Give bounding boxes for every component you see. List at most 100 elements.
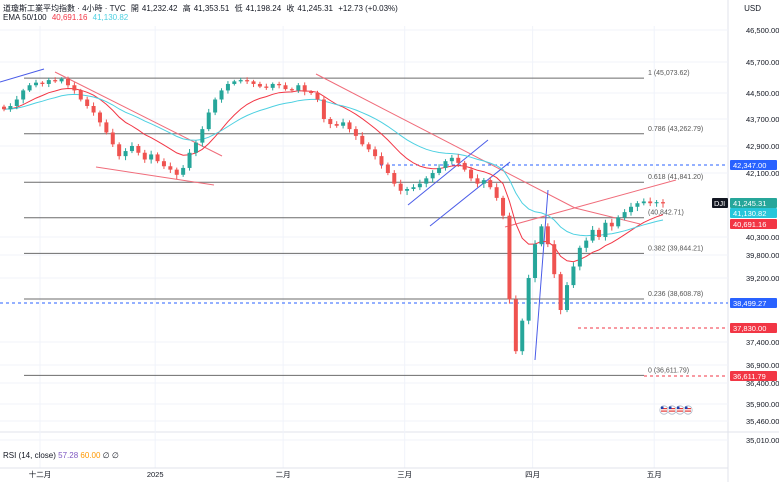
candle-body xyxy=(53,80,58,82)
trend-line xyxy=(429,161,511,227)
candlestick-series[interactable] xyxy=(2,76,665,355)
trend-line xyxy=(534,189,549,361)
economic-events-icons[interactable] xyxy=(659,405,693,415)
candle-body xyxy=(40,82,45,84)
rsi-ma-value: 60.00 xyxy=(80,451,101,460)
high-label: 高 xyxy=(182,4,191,13)
candle-body xyxy=(360,135,365,145)
price-tick-label: 39,200.00 xyxy=(746,274,779,283)
candle-body xyxy=(245,80,250,82)
price-badge-text: 41,130.82 xyxy=(733,209,766,218)
candle-body xyxy=(501,197,506,216)
candle-body xyxy=(513,299,518,352)
candle-body xyxy=(27,85,32,91)
price-tick-label: 44,500.00 xyxy=(746,89,779,98)
candle-body xyxy=(168,166,173,170)
candle-body xyxy=(609,222,614,227)
candle-body xyxy=(462,162,467,170)
price-tick-label: 42,900.00 xyxy=(746,142,779,151)
candle-body xyxy=(193,142,198,153)
candle-body xyxy=(405,189,410,191)
candle-body xyxy=(641,201,646,204)
candle-body xyxy=(545,226,550,245)
candle-body xyxy=(449,157,454,162)
price-badge xyxy=(730,298,777,308)
candle-body xyxy=(373,149,378,157)
candle-body xyxy=(187,152,192,168)
candle-body xyxy=(72,85,77,91)
candle-body xyxy=(315,93,320,100)
price-tick-label: 35,460.00 xyxy=(746,417,779,426)
trend-line xyxy=(0,68,45,83)
price-tick-label: 36,400.00 xyxy=(746,379,779,388)
rsi-sym-1: ∅ xyxy=(102,451,110,460)
us-flag-canton xyxy=(685,406,688,409)
candle-body xyxy=(417,183,422,188)
candle-body xyxy=(526,278,531,321)
candle-body xyxy=(629,206,634,213)
time-tick-label: 三月 xyxy=(397,470,412,479)
candle-body xyxy=(85,99,90,106)
price-axis[interactable]: 46,500.00 45,700.00 44,500.00 43,700.00 42,9… xyxy=(746,26,779,445)
candle-body xyxy=(539,226,544,245)
candle-body xyxy=(213,99,218,113)
candle-body xyxy=(59,78,64,82)
time-tick-label: 四月 xyxy=(525,470,540,479)
candle-body xyxy=(302,85,307,92)
candle-body xyxy=(328,119,333,125)
candle-body xyxy=(565,285,570,310)
rsi-legend[interactable]: RSI (14, close) 57.28 60.00 ∅ ∅ xyxy=(3,451,119,460)
candle-body xyxy=(65,78,70,86)
candle-body xyxy=(104,122,109,133)
trend-drawings[interactable] xyxy=(0,68,728,377)
close-label: 收 xyxy=(286,4,295,13)
price-tick-label: 36,900.00 xyxy=(746,361,779,370)
candle-body xyxy=(571,266,576,286)
candle-body xyxy=(341,122,346,126)
price-badge xyxy=(730,323,777,333)
symbol-tag xyxy=(712,198,728,208)
candle-body xyxy=(321,99,326,119)
trend-line xyxy=(574,207,641,225)
candle-body xyxy=(277,83,282,86)
low-label: 低 xyxy=(234,4,243,13)
open-value: 41,232.42 xyxy=(141,4,178,13)
candle-body xyxy=(661,202,665,204)
candle-body xyxy=(334,124,339,126)
candle-body xyxy=(33,82,38,86)
candle-body xyxy=(14,99,19,106)
candle-body xyxy=(347,122,352,130)
candle-body xyxy=(488,180,493,188)
fib-level-label: 0 (36,611.79) xyxy=(648,367,689,374)
candle-body xyxy=(174,169,179,175)
candle-body xyxy=(200,129,205,143)
fib-level-label: 0.618 (41,841.20) xyxy=(648,174,703,181)
candle-body xyxy=(225,83,230,91)
candle-body xyxy=(398,183,403,191)
candle-body xyxy=(635,203,640,207)
candle-body xyxy=(2,106,6,110)
price-badge-text: 41,245.31 xyxy=(733,199,766,208)
chart-legend-main: 道瓊斯工業平均指數 · 4小時 · TVC 開 41,232.42 高 41,353… xyxy=(3,3,401,14)
candle-body xyxy=(481,180,486,184)
time-axis[interactable]: 十二月 2025 二月 三月 四月 五月 xyxy=(0,467,728,479)
candle-body xyxy=(353,129,358,136)
ema-lines xyxy=(3,87,664,263)
trend-line xyxy=(54,71,223,157)
price-tick-label: 35,900.00 xyxy=(746,400,779,409)
ema-legend[interactable]: EMA 50/100 40,691.16 41,130.82 xyxy=(3,13,131,22)
rsi-label: RSI (14, close) xyxy=(3,451,56,460)
fib-level-label: (40,842.71) xyxy=(648,210,684,217)
candle-body xyxy=(91,106,96,113)
fib-level-label: 0.382 (39,844.21) xyxy=(648,245,703,252)
price-badge-text: 42,347.00 xyxy=(733,161,766,170)
fibonacci-retracement[interactable]: 1 (45,073.62) 0.786 (43,262.79) 0.618 (41,… xyxy=(24,70,703,376)
symbol-tag-text: DJI xyxy=(714,199,725,208)
trend-line xyxy=(95,166,215,186)
ema-label: EMA 50/100 xyxy=(3,13,47,22)
price-badge xyxy=(730,198,777,208)
close-value: 41,245.31 xyxy=(297,4,333,13)
candle-body xyxy=(129,146,134,152)
candle-body xyxy=(533,244,538,278)
